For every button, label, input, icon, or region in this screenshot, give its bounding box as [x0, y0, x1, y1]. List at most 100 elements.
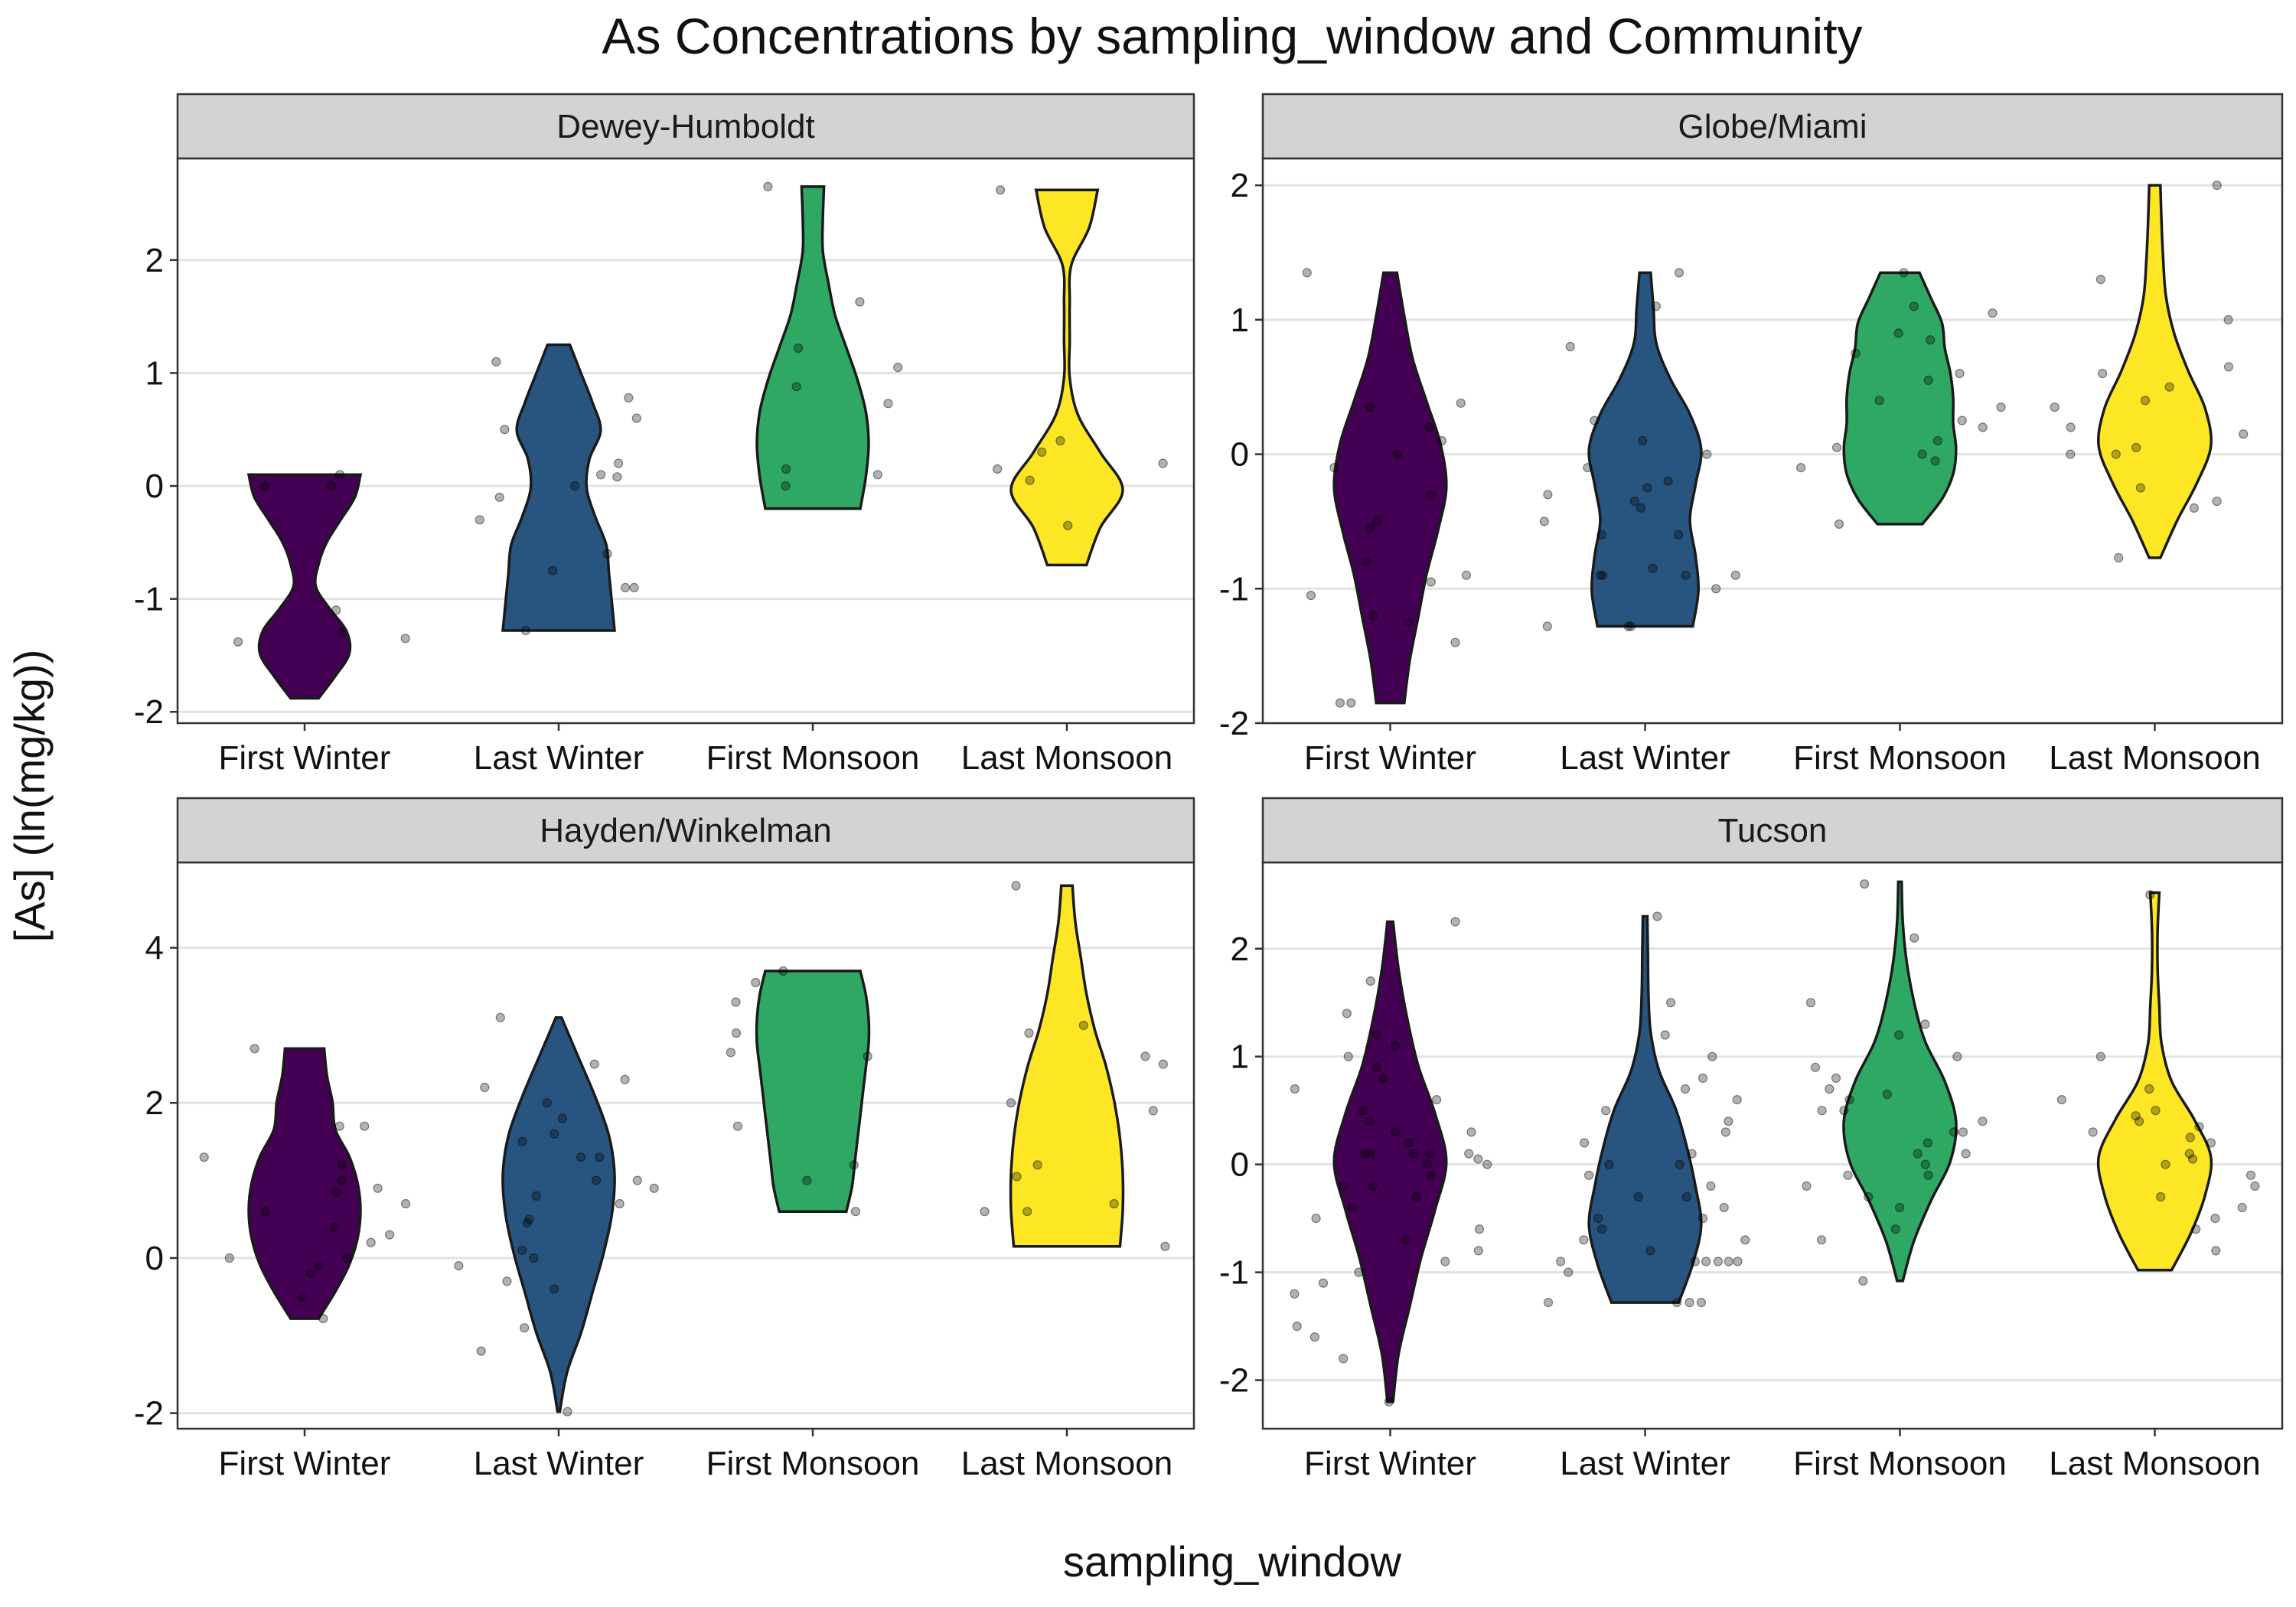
data-point: [1426, 1170, 1436, 1180]
data-point: [547, 566, 558, 575]
y-tick-label: -1: [134, 581, 164, 618]
data-point: [494, 492, 504, 502]
data-point: [791, 382, 801, 392]
data-point: [1957, 416, 1967, 425]
data-point: [2135, 483, 2145, 493]
data-point: [476, 1346, 486, 1356]
data-point: [522, 1218, 532, 1228]
data-point: [1358, 1106, 1368, 1116]
data-point: [2223, 362, 2234, 372]
data-point: [1724, 1257, 1733, 1266]
y-tick-label: 2: [145, 242, 164, 279]
data-point: [1425, 1149, 1435, 1159]
data-point: [336, 627, 346, 638]
data-point: [2164, 382, 2174, 392]
data-point: [1713, 1257, 1723, 1266]
data-point: [2206, 1138, 2216, 1148]
data-point: [1339, 1354, 1349, 1364]
data-point: [1817, 1106, 1827, 1116]
data-point: [1474, 1224, 1485, 1234]
data-point: [1623, 621, 1633, 631]
data-point: [1372, 517, 1382, 526]
x-tick-label: First Monsoon: [1793, 1445, 2007, 1482]
data-point: [1565, 341, 1575, 352]
x-tick-label: First Monsoon: [1793, 739, 2007, 777]
data-point: [1687, 1149, 1697, 1159]
data-point: [2140, 396, 2151, 406]
data-point: [1318, 1278, 1329, 1288]
data-point: [1894, 1030, 1904, 1040]
data-point: [1160, 1241, 1170, 1251]
violin-globe-miami-last-monsoon: [2097, 184, 2213, 559]
data-point: [1648, 563, 1658, 574]
violin-dewey-humboldt-first-monsoon: [755, 185, 870, 510]
data-point: [1626, 621, 1636, 631]
data-point: [517, 1136, 527, 1147]
y-tick-label: 2: [1231, 167, 1249, 204]
data-point: [1825, 1084, 1835, 1094]
data-point: [318, 1313, 328, 1324]
data-point: [1706, 1181, 1716, 1191]
violin-tucson-last-monsoon: [2096, 891, 2213, 1272]
data-point: [2066, 449, 2076, 459]
data-point: [781, 464, 791, 474]
data-point: [400, 1198, 411, 1209]
data-point: [1426, 577, 1436, 587]
data-point: [1158, 1059, 1169, 1069]
data-point: [1681, 570, 1691, 580]
data-point: [1411, 1191, 1421, 1202]
violin-hayden-winkelman-first-monsoon: [755, 970, 871, 1213]
data-point: [199, 1152, 209, 1162]
data-point: [305, 1269, 315, 1279]
data-point: [1365, 402, 1375, 412]
data-point: [1360, 1149, 1371, 1159]
data-point: [1663, 476, 1673, 486]
data-point: [1604, 1159, 1614, 1169]
data-point: [1391, 1127, 1401, 1137]
data-point: [1858, 1276, 1868, 1286]
data-point: [1590, 416, 1600, 425]
data-point: [732, 1121, 743, 1131]
data-point: [1365, 1149, 1375, 1159]
data-point: [2212, 496, 2222, 507]
data-point: [495, 1012, 505, 1022]
violin-dewey-humboldt-last-monsoon: [1009, 188, 1124, 567]
data-point: [1012, 1172, 1022, 1182]
data-point: [995, 185, 1006, 195]
data-point: [1361, 556, 1371, 567]
data-point: [1595, 570, 1606, 580]
x-tick-label: Last Monsoon: [2049, 1445, 2260, 1482]
data-point: [550, 1129, 559, 1139]
data-point: [802, 1175, 812, 1185]
data-point: [1932, 435, 1942, 446]
data-point: [331, 1187, 341, 1197]
y-tick-label: 2: [1231, 931, 1249, 968]
data-point: [1913, 1149, 1923, 1159]
data-point: [751, 977, 761, 988]
data-point: [2239, 429, 2249, 439]
data-point: [1580, 1138, 1590, 1148]
data-point: [1022, 1207, 1032, 1217]
data-point: [1596, 530, 1606, 540]
data-point: [524, 1214, 534, 1224]
facet-tucson: Tucson -2 -1 0 1 2 First Winter Last Winter Firs…: [1219, 797, 2284, 1482]
data-point: [612, 472, 622, 482]
data-point: [589, 1059, 599, 1069]
data-point: [1158, 458, 1168, 468]
data-point: [1680, 1084, 1691, 1094]
y-tick-label: -1: [1219, 1254, 1249, 1292]
data-point: [329, 1222, 340, 1232]
data-point: [334, 1121, 344, 1131]
data-point: [2237, 1202, 2247, 1213]
data-point: [1690, 1257, 1700, 1266]
data-point: [2161, 1159, 2170, 1169]
y-tick-label: -2: [134, 693, 164, 731]
data-point: [649, 1183, 659, 1193]
data-point: [1730, 570, 1740, 580]
data-point: [1140, 1051, 1150, 1061]
data-point: [224, 1253, 234, 1263]
data-point: [1645, 1246, 1655, 1256]
y-tick-label: 0: [1231, 1146, 1249, 1184]
y-tick-label: 0: [1231, 436, 1249, 474]
data-point: [1955, 369, 1965, 379]
